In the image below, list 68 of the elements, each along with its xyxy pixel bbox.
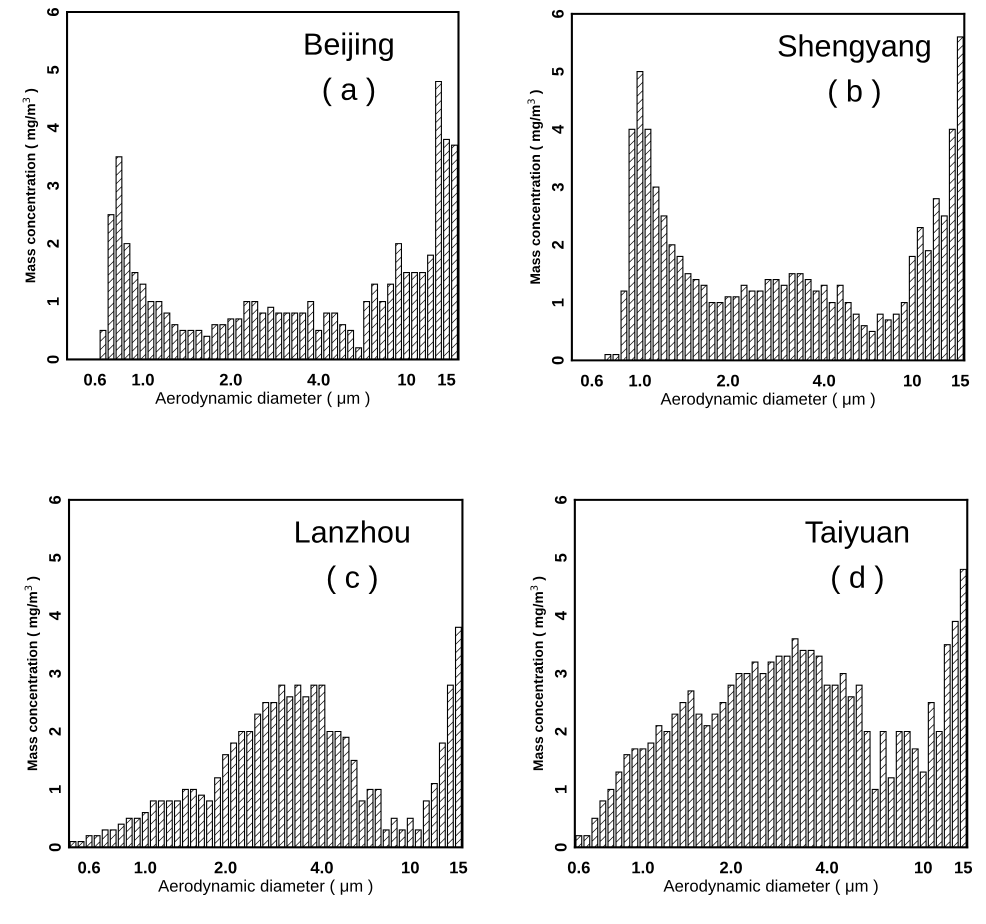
text: Shengyang xyxy=(778,34,930,63)
y-tick-label: 0 xyxy=(554,843,567,852)
x-tick-label: 0.6 xyxy=(78,862,100,874)
x-tick-label: 4.0 xyxy=(307,374,330,386)
x-tick-label: 4.0 xyxy=(310,862,333,874)
x-axis-title: Aerodynamic diameter ( μm ) xyxy=(660,392,875,408)
x-tick-label: 15 xyxy=(952,374,970,386)
text: ( d ) xyxy=(832,566,883,594)
x-tick-label: 10 xyxy=(915,862,932,874)
y-axis-title: Mass concentration ( mg/m$^{3}$ ) xyxy=(22,88,38,282)
y-tick-label: 4 xyxy=(555,611,567,620)
x-tick-label: 10 xyxy=(904,374,921,386)
x-tick-label: 2.0 xyxy=(717,374,739,386)
x-tick-label: 2.0 xyxy=(214,862,236,874)
y-axis-title: Mass concentration ( mg/m$^{3}$ ) xyxy=(530,576,546,770)
x-axis-title: Aerodynamic diameter ( μm ) xyxy=(663,880,878,896)
y-tick-label: 4 xyxy=(49,611,61,620)
x-tick-label: 15 xyxy=(450,862,468,874)
x-tick-label: 0.6 xyxy=(580,374,603,386)
text: ( c ) xyxy=(328,566,377,594)
x-tick-label: 4.0 xyxy=(812,374,836,386)
x-tick-label: 1.0 xyxy=(632,862,654,874)
y-tick-label: 1 xyxy=(552,298,564,306)
y-axis-title: Mass concentration ( mg/m$^{3}$ ) xyxy=(527,90,543,284)
x-axis-title: Aerodynamic diameter ( μm ) xyxy=(155,392,370,408)
y-tick-label: 4 xyxy=(552,124,564,134)
y-tick-label: 6 xyxy=(49,496,61,504)
y-tick-label: 3 xyxy=(554,670,567,678)
y-tick-label: 3 xyxy=(49,670,61,678)
x-tick-label: 1.0 xyxy=(132,374,154,386)
y-tick-label: 2 xyxy=(554,728,567,736)
y-tick-label: 5 xyxy=(47,66,59,74)
text: Lanzhou xyxy=(296,520,409,543)
text: Beijing xyxy=(306,32,393,61)
y-tick-label: 3 xyxy=(552,183,564,192)
x-tick-label: 0.6 xyxy=(84,374,106,386)
y-tick-label: 5 xyxy=(552,67,564,76)
text: Taiyuan xyxy=(805,520,908,549)
text: ( b ) xyxy=(829,79,880,108)
x-tick-label: 0.6 xyxy=(568,862,590,874)
y-tick-label: 2 xyxy=(552,240,564,249)
y-tick-label: 6 xyxy=(554,496,567,504)
x-tick-label: 15 xyxy=(438,374,456,386)
y-tick-label: 4 xyxy=(47,123,59,132)
y-tick-label: 6 xyxy=(552,10,564,18)
x-tick-label: 1.0 xyxy=(629,374,651,386)
y-tick-label: 1 xyxy=(49,785,61,793)
text: ( a ) xyxy=(324,78,374,106)
y-tick-label: 3 xyxy=(47,182,59,190)
x-tick-label: 2.0 xyxy=(220,374,242,386)
y-tick-label: 2 xyxy=(49,728,61,736)
x-tick-label: 15 xyxy=(955,862,972,874)
y-tick-label: 2 xyxy=(47,240,59,248)
x-tick-label: 4.0 xyxy=(816,862,838,874)
x-tick-label: 2.0 xyxy=(720,862,742,874)
x-tick-label: 10 xyxy=(398,374,416,386)
y-axis-title: Mass concentration ( mg/m$^{3}$ ) xyxy=(24,576,40,770)
x-tick-label: 1.0 xyxy=(134,862,156,874)
y-tick-label: 6 xyxy=(47,8,59,16)
y-tick-label: 5 xyxy=(555,554,567,562)
y-tick-label: 0 xyxy=(47,355,59,364)
y-tick-label: 1 xyxy=(47,297,59,306)
y-tick-label: 1 xyxy=(555,785,567,793)
x-tick-label: 10 xyxy=(402,862,419,874)
x-axis-title: Aerodynamic diameter ( μm ) xyxy=(158,880,372,896)
y-tick-label: 0 xyxy=(49,843,61,852)
y-tick-label: 5 xyxy=(49,554,61,562)
y-tick-label: 0 xyxy=(552,356,564,364)
